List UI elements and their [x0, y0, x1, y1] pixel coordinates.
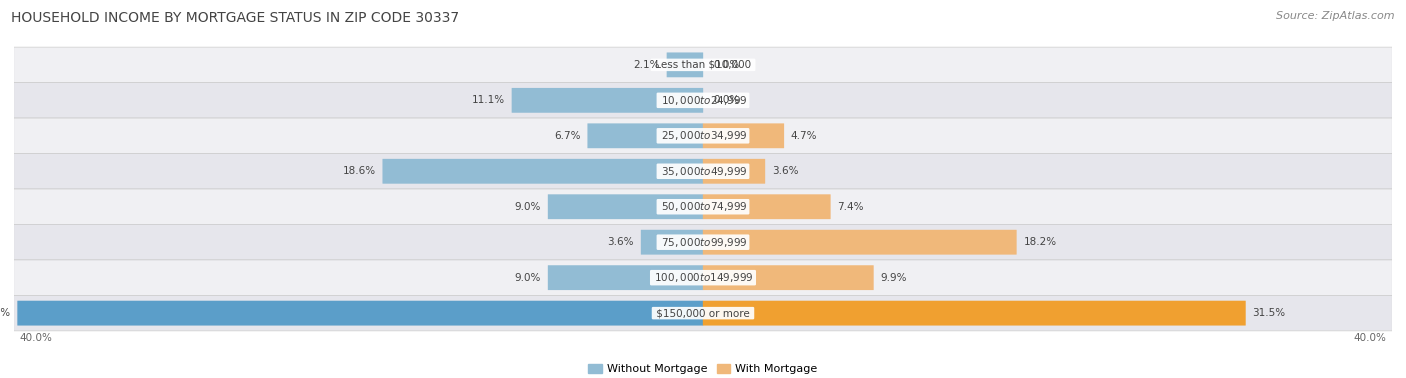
Text: 40.0%: 40.0% — [1354, 333, 1386, 342]
FancyBboxPatch shape — [666, 53, 703, 77]
FancyBboxPatch shape — [14, 295, 1392, 331]
FancyBboxPatch shape — [703, 194, 831, 219]
Text: Source: ZipAtlas.com: Source: ZipAtlas.com — [1277, 11, 1395, 21]
Text: 18.2%: 18.2% — [1024, 237, 1056, 247]
Text: $100,000 to $149,999: $100,000 to $149,999 — [651, 271, 755, 284]
FancyBboxPatch shape — [14, 153, 1392, 189]
Text: 40.0%: 40.0% — [20, 333, 52, 342]
FancyBboxPatch shape — [588, 123, 703, 148]
FancyBboxPatch shape — [548, 265, 703, 290]
FancyBboxPatch shape — [14, 47, 1392, 83]
Text: 31.5%: 31.5% — [1253, 308, 1285, 318]
FancyBboxPatch shape — [548, 194, 703, 219]
Text: $50,000 to $74,999: $50,000 to $74,999 — [658, 200, 748, 213]
FancyBboxPatch shape — [14, 189, 1392, 225]
FancyBboxPatch shape — [703, 265, 873, 290]
FancyBboxPatch shape — [703, 123, 785, 148]
Text: 11.1%: 11.1% — [472, 95, 505, 105]
FancyBboxPatch shape — [14, 83, 1392, 118]
FancyBboxPatch shape — [382, 159, 703, 184]
Text: 39.8%: 39.8% — [0, 308, 11, 318]
Text: $35,000 to $49,999: $35,000 to $49,999 — [658, 165, 748, 178]
Text: 0.0%: 0.0% — [713, 95, 740, 105]
Text: 2.1%: 2.1% — [634, 60, 659, 70]
Text: 6.7%: 6.7% — [554, 131, 581, 141]
FancyBboxPatch shape — [14, 225, 1392, 260]
Text: 9.0%: 9.0% — [515, 202, 541, 212]
Text: 0.0%: 0.0% — [713, 60, 740, 70]
Text: $150,000 or more: $150,000 or more — [652, 308, 754, 318]
Text: 3.6%: 3.6% — [772, 166, 799, 176]
FancyBboxPatch shape — [14, 118, 1392, 153]
Text: 9.9%: 9.9% — [880, 273, 907, 283]
Text: $10,000 to $24,999: $10,000 to $24,999 — [658, 94, 748, 107]
Text: $75,000 to $99,999: $75,000 to $99,999 — [658, 236, 748, 249]
Text: 18.6%: 18.6% — [343, 166, 375, 176]
Text: $25,000 to $34,999: $25,000 to $34,999 — [658, 129, 748, 142]
Text: Less than $10,000: Less than $10,000 — [652, 60, 754, 70]
FancyBboxPatch shape — [641, 230, 703, 255]
FancyBboxPatch shape — [512, 88, 703, 113]
Text: 7.4%: 7.4% — [838, 202, 863, 212]
FancyBboxPatch shape — [14, 260, 1392, 295]
FancyBboxPatch shape — [703, 159, 765, 184]
FancyBboxPatch shape — [703, 301, 1246, 325]
Text: 9.0%: 9.0% — [515, 273, 541, 283]
Text: HOUSEHOLD INCOME BY MORTGAGE STATUS IN ZIP CODE 30337: HOUSEHOLD INCOME BY MORTGAGE STATUS IN Z… — [11, 11, 460, 25]
Text: 4.7%: 4.7% — [790, 131, 817, 141]
Text: 3.6%: 3.6% — [607, 237, 634, 247]
Legend: Without Mortgage, With Mortgage: Without Mortgage, With Mortgage — [583, 359, 823, 378]
FancyBboxPatch shape — [703, 230, 1017, 255]
FancyBboxPatch shape — [17, 301, 703, 325]
